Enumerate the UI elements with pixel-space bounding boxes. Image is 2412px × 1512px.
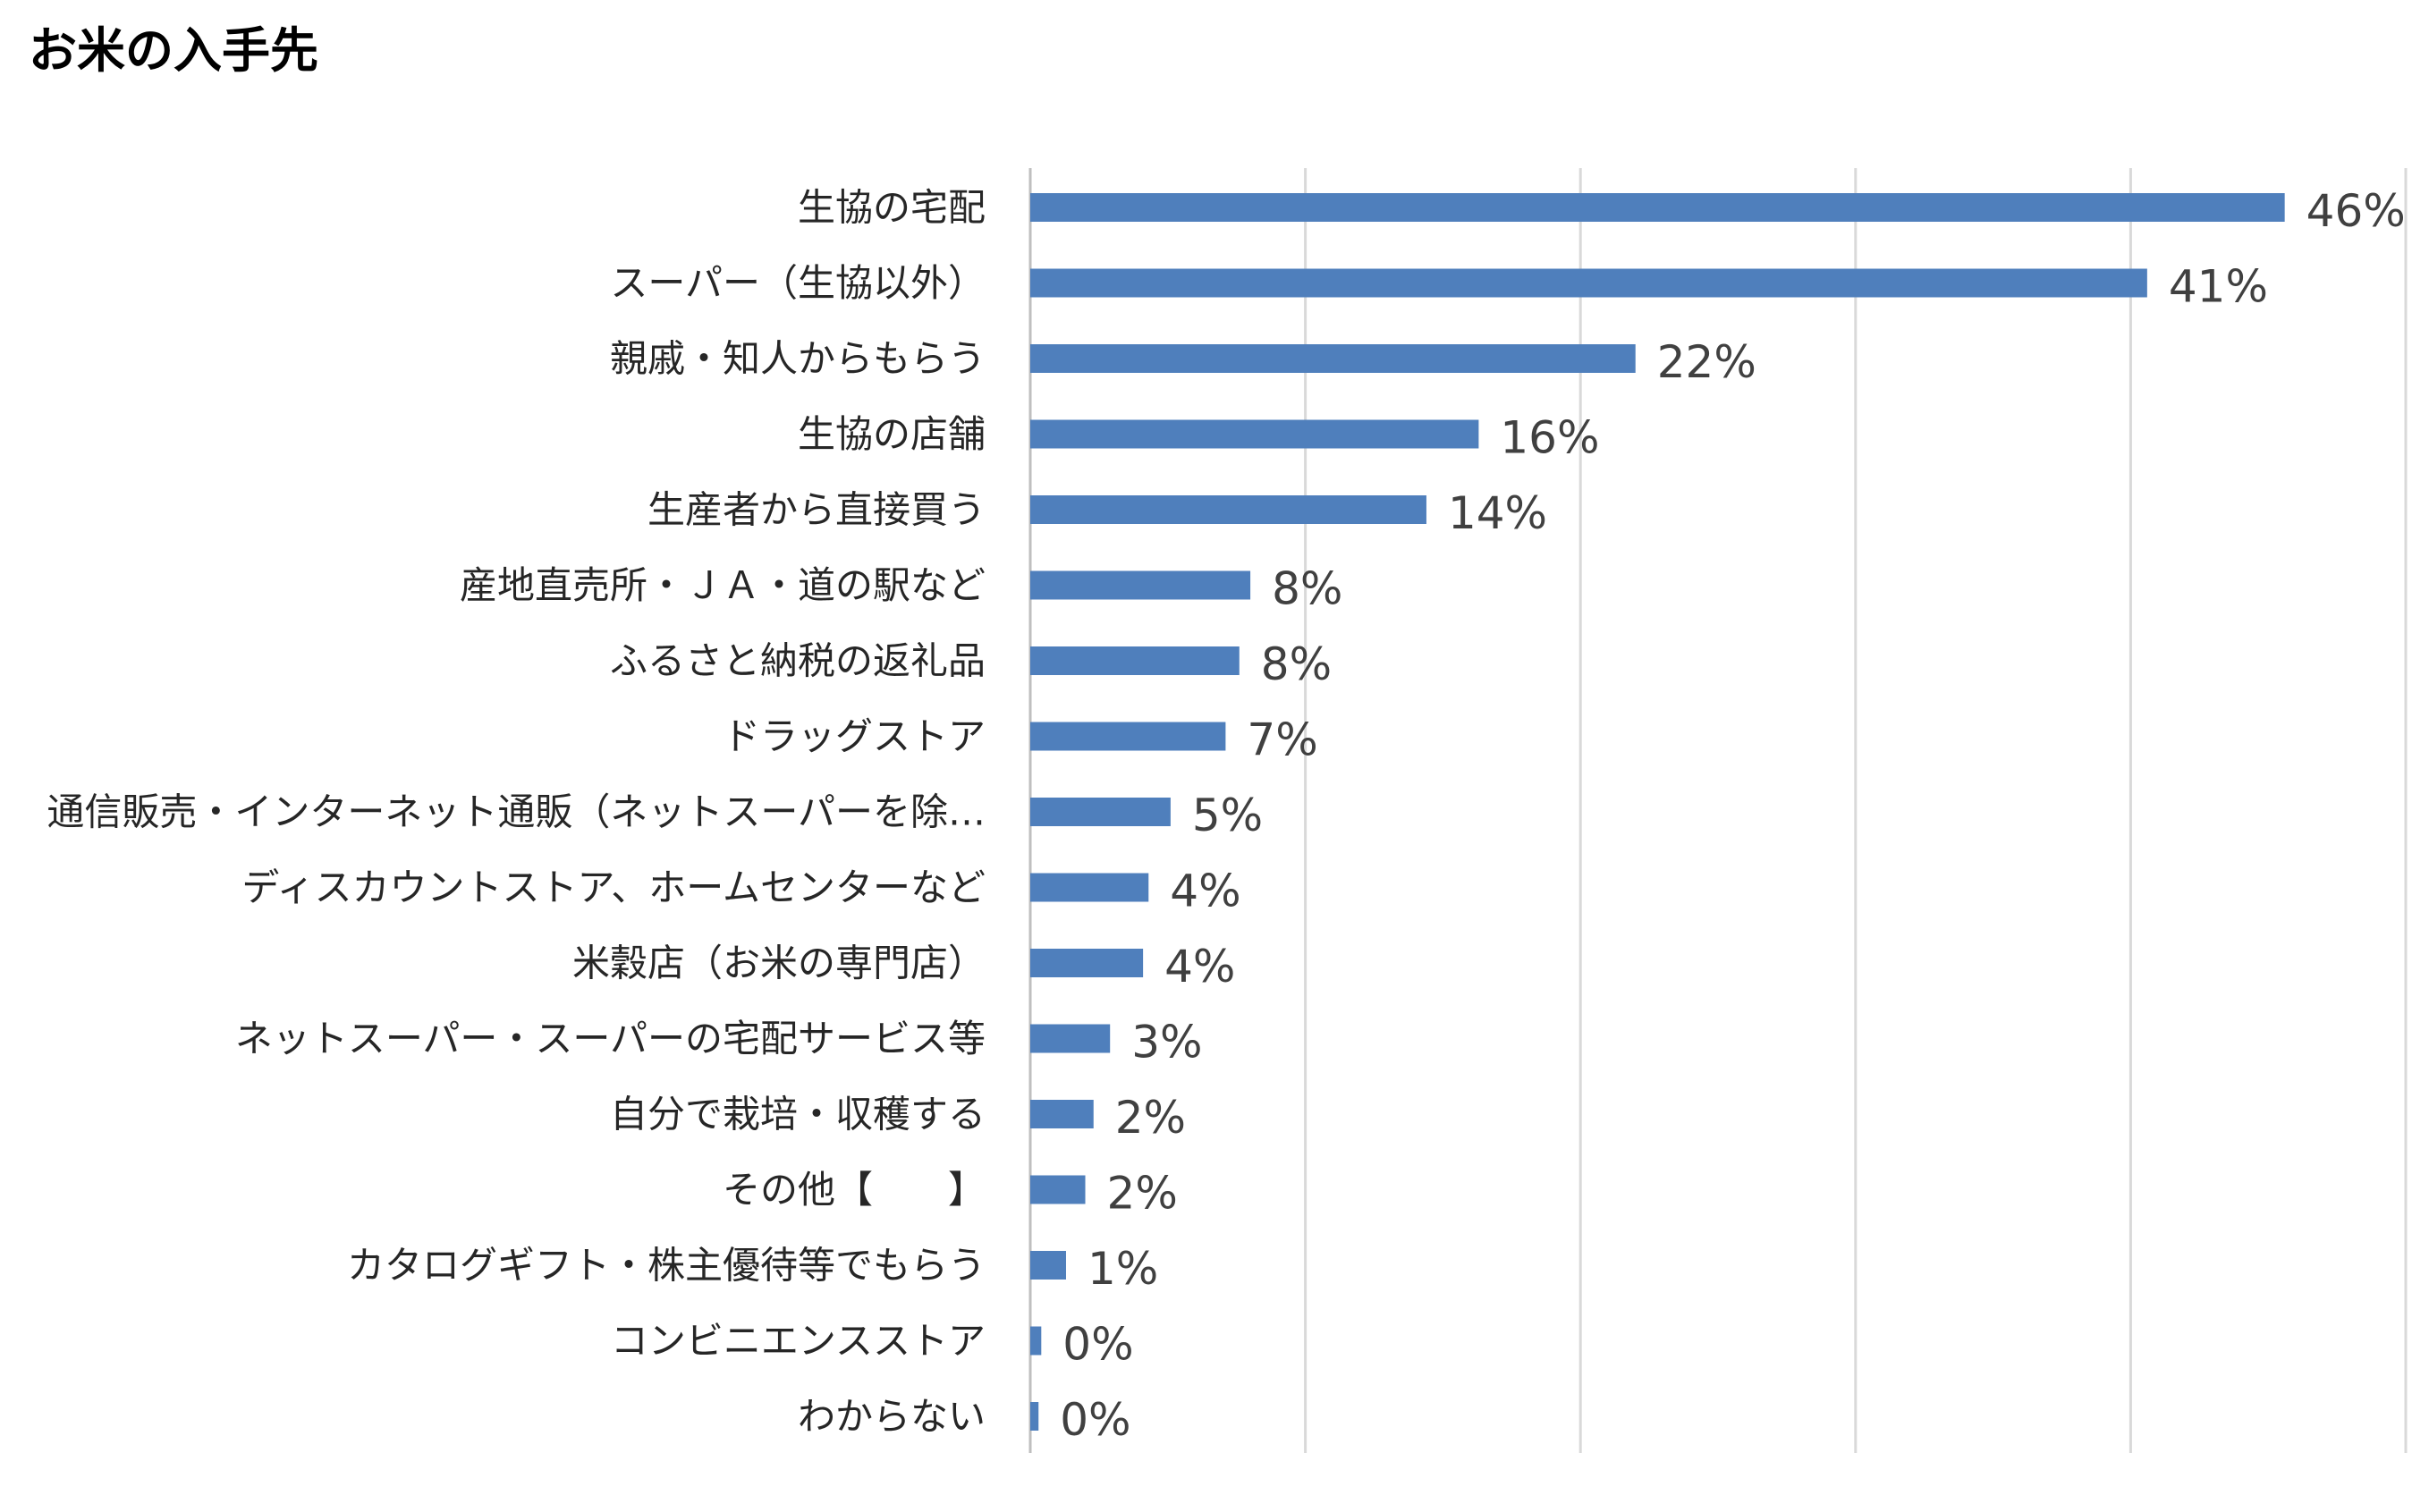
data-label: 41% <box>2169 261 2268 313</box>
category-label: その他【 】 <box>723 1168 986 1212</box>
category-label: コンビニエンスストア <box>611 1319 986 1363</box>
category-label: 米穀店（お米の専門店） <box>572 942 986 985</box>
bar <box>1030 949 1144 977</box>
data-label: 4% <box>1164 941 1235 993</box>
bar <box>1030 1326 1042 1356</box>
bars <box>1030 193 2285 1431</box>
bar <box>1030 1175 1086 1204</box>
data-label: 16% <box>1500 412 1599 464</box>
data-label: 46% <box>2306 185 2406 237</box>
category-label: ディスカウントストア、ホームセンターなど <box>241 866 986 909</box>
data-label: 4% <box>1170 866 1240 917</box>
bar <box>1030 1100 1094 1128</box>
category-label: 通信販売・インターネット通販（ネットスーパーを除… <box>47 790 986 834</box>
category-label: 生協の店舗 <box>798 412 986 456</box>
bar <box>1030 193 2285 222</box>
bar <box>1030 646 1240 675</box>
category-label: ふるさと納税の返礼品 <box>610 639 986 683</box>
data-label: 2% <box>1115 1092 1186 1144</box>
data-label: 3% <box>1131 1017 1202 1069</box>
data-label: 1% <box>1088 1243 1158 1295</box>
data-label: 0% <box>1062 1319 1133 1371</box>
data-label: 8% <box>1272 563 1342 615</box>
bar <box>1030 570 1251 600</box>
data-label: 22% <box>1657 336 1756 388</box>
bar <box>1030 1402 1039 1431</box>
category-label: ネットスーパー・スーパーの宅配サービス等 <box>235 1017 986 1060</box>
data-label: 8% <box>1261 638 1332 690</box>
bar <box>1030 419 1479 449</box>
bar <box>1030 344 1636 373</box>
bar <box>1030 798 1171 826</box>
data-label: 0% <box>1060 1394 1130 1446</box>
category-label: 生産者から直接買う <box>647 488 986 532</box>
category-label: 産地直売所・ＪＡ・道の駅など <box>460 563 986 607</box>
bar <box>1030 495 1426 524</box>
bar <box>1030 1024 1111 1053</box>
bar <box>1030 722 1226 751</box>
gridlines <box>1028 168 2408 1453</box>
category-label: 生協の宅配 <box>798 186 986 230</box>
data-label: 14% <box>1448 487 1547 539</box>
category-label: わからない <box>798 1395 986 1439</box>
chart-title: お米の入手先 <box>29 22 318 79</box>
data-label: 2% <box>1107 1168 1178 1220</box>
bar <box>1030 1251 1066 1280</box>
category-label: ドラッグストア <box>723 714 986 758</box>
bar <box>1030 873 1149 902</box>
category-label: 親戚・知人からもらう <box>610 337 986 381</box>
category-label: スーパー（生協以外） <box>610 261 986 305</box>
bar <box>1030 268 2147 298</box>
category-label: 自分で栽培・収穫する <box>610 1093 986 1136</box>
data-label: 5% <box>1192 790 1263 841</box>
value-labels: 46% 41% 22% 16% 14% 8% 8% 7% 5% 4% 4% 3% 2% 2% 1% 0% 0% <box>1060 185 2406 1446</box>
category-label: カタログギフト・株主優待等でもらう <box>347 1244 986 1288</box>
data-label: 7% <box>1247 714 1317 766</box>
